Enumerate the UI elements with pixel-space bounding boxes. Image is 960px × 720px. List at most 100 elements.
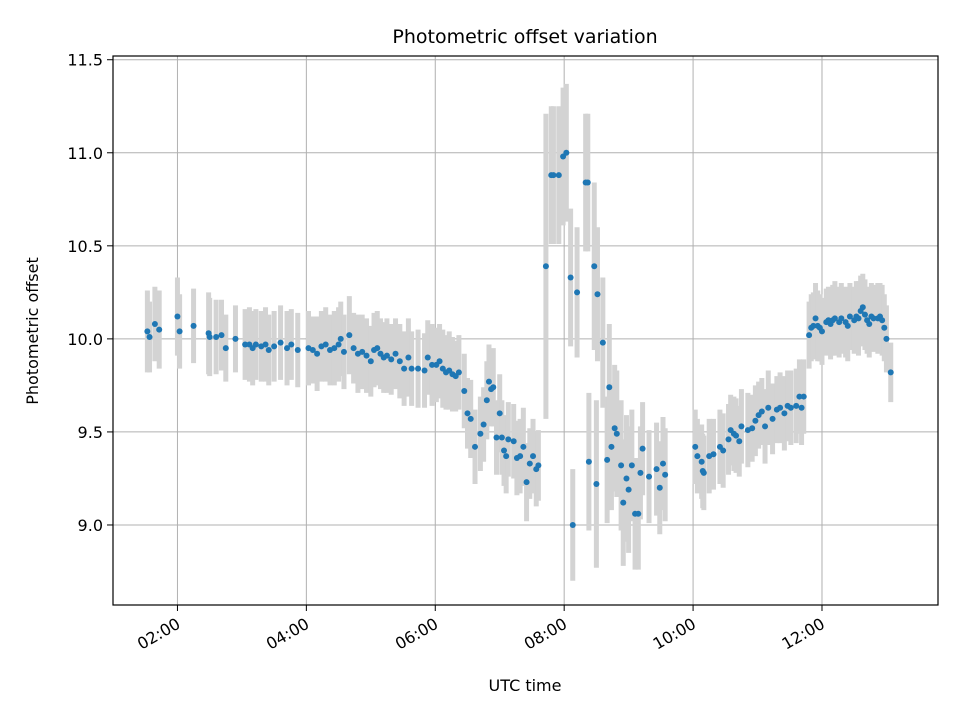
data-point (765, 404, 772, 411)
data-point (176, 328, 183, 335)
data-point (498, 434, 505, 441)
data-point (769, 415, 776, 422)
data-point (606, 384, 613, 391)
data-point (252, 341, 259, 348)
data-point (725, 436, 732, 443)
data-point (461, 387, 468, 394)
data-point (383, 352, 390, 359)
data-point (337, 335, 344, 342)
data-point (505, 436, 512, 443)
data-point (490, 384, 497, 391)
data-point (749, 425, 756, 432)
data-point (861, 311, 868, 318)
data-point (781, 410, 788, 417)
data-point (401, 365, 408, 372)
data-point (844, 322, 851, 329)
data-point (309, 347, 316, 354)
data-point (866, 320, 873, 327)
data-point (483, 397, 490, 404)
data-point (812, 315, 819, 322)
data-point (870, 315, 877, 322)
data-point (232, 335, 239, 342)
data-point (314, 350, 321, 357)
data-point (271, 343, 278, 350)
data-point (859, 304, 866, 311)
data-point (346, 332, 353, 339)
data-point (752, 417, 759, 424)
data-point (218, 332, 225, 339)
data-point (883, 335, 890, 342)
data-point (464, 410, 471, 417)
data-point (635, 510, 642, 517)
data-point (800, 393, 807, 400)
data-point (374, 345, 381, 352)
data-point (591, 263, 598, 270)
data-point (415, 365, 422, 372)
data-point (698, 458, 705, 465)
data-point (762, 423, 769, 430)
data-point (144, 328, 151, 335)
data-point (242, 341, 249, 348)
data-point (151, 320, 158, 327)
data-point (611, 425, 618, 432)
data-point (190, 322, 197, 329)
data-point (523, 479, 530, 486)
data-point (574, 289, 581, 296)
data-point (480, 421, 487, 428)
data-point (637, 469, 644, 476)
data-point (396, 358, 403, 365)
data-point (284, 345, 291, 352)
data-point (424, 354, 431, 361)
y-axis-label: Photometric offset (23, 257, 42, 405)
data-point (262, 341, 269, 348)
data-point (625, 486, 632, 493)
data-point (520, 443, 527, 450)
data-point (294, 347, 301, 354)
data-point (277, 339, 284, 346)
data-point (359, 348, 366, 355)
x-axis-label: UTC time (489, 676, 562, 695)
data-point (485, 378, 492, 385)
data-point (806, 332, 813, 339)
data-point (350, 345, 357, 352)
data-point (618, 462, 625, 469)
data-point (720, 447, 727, 454)
data-point (429, 361, 436, 368)
data-point (831, 315, 838, 322)
data-point (331, 345, 338, 352)
y-tick-label: 9.5 (78, 423, 103, 442)
data-point (584, 179, 591, 186)
data-point (646, 473, 653, 480)
data-point (793, 402, 800, 409)
data-point (335, 341, 342, 348)
data-point (758, 408, 765, 415)
data-point (388, 356, 395, 363)
data-point (392, 350, 399, 357)
data-point (477, 430, 484, 437)
data-point (585, 458, 592, 465)
y-tick-label: 11.0 (67, 144, 103, 163)
data-point (660, 460, 666, 467)
data-point (653, 466, 660, 473)
data-point (517, 453, 524, 460)
data-point (367, 358, 374, 365)
data-point (496, 410, 503, 417)
data-point (798, 404, 805, 411)
data-point (613, 430, 620, 437)
data-point (408, 365, 415, 372)
data-point (421, 367, 428, 374)
data-point (206, 334, 213, 341)
chart-title: Photometric offset variation (392, 26, 657, 48)
data-point (530, 453, 537, 460)
data-point (455, 369, 462, 376)
data-point (542, 263, 549, 270)
data-point (156, 326, 163, 333)
data-point (322, 341, 329, 348)
data-point (628, 462, 635, 469)
data-point (887, 369, 894, 376)
data-point (363, 352, 370, 359)
data-point (838, 315, 845, 322)
plot-frame (112, 55, 939, 606)
